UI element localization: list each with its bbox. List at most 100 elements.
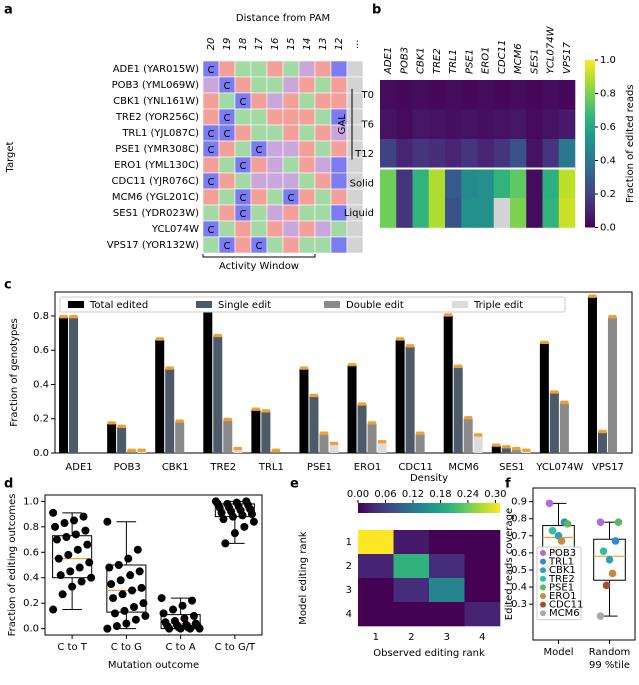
- cell: [202, 236, 220, 254]
- bar: [491, 446, 501, 453]
- cell: [282, 220, 300, 238]
- point: [614, 518, 623, 526]
- colorbar-title: Density: [410, 473, 448, 484]
- x-tick-label: PSE1: [307, 462, 332, 473]
- cell: [266, 236, 284, 254]
- replicate-dot: [127, 448, 131, 453]
- cell: [542, 198, 560, 228]
- point: [110, 609, 119, 618]
- replicate-dot: [540, 340, 544, 345]
- bar: [117, 427, 127, 453]
- y-tick-label: 0.6: [33, 345, 49, 356]
- cell: [510, 198, 527, 228]
- plot-frame: [44, 494, 263, 636]
- point: [62, 533, 71, 541]
- panel-letter: b: [372, 3, 381, 18]
- replicate-dot: [213, 333, 218, 338]
- cell: [493, 139, 511, 169]
- cell: [380, 139, 397, 169]
- point: [545, 499, 554, 508]
- replicate-dot: [352, 362, 357, 367]
- cell: [510, 139, 527, 169]
- cell: [393, 530, 430, 555]
- replicate-dot: [329, 441, 334, 446]
- x-tick-label: 99 %tile: [589, 660, 630, 671]
- cell: [526, 168, 543, 199]
- cell: [250, 60, 268, 78]
- cell: [266, 124, 284, 142]
- cell: [250, 108, 268, 126]
- replicate-dot: [357, 402, 362, 406]
- cell: [234, 124, 252, 142]
- cell: [314, 92, 332, 110]
- row-label: ERO1 (YML130C): [114, 160, 199, 171]
- cell: [234, 108, 252, 126]
- replicate-dot: [324, 431, 329, 435]
- cell: [477, 109, 495, 140]
- y-tick-label: 0.8: [23, 522, 39, 533]
- x-tick-label: C to G/T: [215, 642, 256, 653]
- x-tick-label: CDC11: [398, 462, 432, 473]
- cell: [282, 172, 300, 190]
- column-label: VPS17: [562, 41, 573, 74]
- x-tick-label: 3: [444, 632, 450, 643]
- colorbar-tick-label: 0.4: [600, 156, 616, 167]
- cell: [314, 108, 332, 126]
- cell: [477, 168, 495, 199]
- cell: [266, 140, 284, 158]
- replicate-dot: [420, 431, 425, 435]
- cell: [234, 220, 252, 238]
- row-label: PSE1 (YMR308C): [115, 144, 199, 155]
- cell: [542, 139, 560, 169]
- point: [105, 563, 114, 572]
- point: [221, 539, 230, 548]
- replicate-dot: [458, 364, 463, 369]
- cell: [428, 80, 446, 110]
- replicate-dot: [372, 421, 377, 425]
- replicate-dot: [456, 364, 461, 369]
- column-label: 15: [286, 38, 297, 51]
- point: [124, 554, 133, 563]
- replicate-dot: [446, 313, 451, 317]
- bar: [539, 343, 549, 453]
- x-tick-label: SES1: [499, 462, 524, 473]
- cell: [250, 220, 268, 238]
- replicate-dot: [117, 424, 121, 429]
- legend-marker: [540, 601, 546, 608]
- bar: [367, 423, 377, 453]
- replicate-dot: [415, 431, 420, 435]
- replicate-dot: [309, 393, 314, 398]
- bar: [309, 396, 319, 453]
- replicate-dot: [600, 429, 605, 434]
- bar: [329, 444, 339, 453]
- cell: [461, 168, 478, 199]
- column-label: 16: [270, 38, 281, 51]
- column-label: CBK1: [416, 47, 427, 74]
- cell: [461, 139, 478, 169]
- y-tick-label: 0.2: [23, 598, 39, 609]
- replicate-dot: [347, 362, 352, 367]
- cell: [314, 60, 332, 78]
- cell: [250, 156, 268, 174]
- replicate-dot: [542, 340, 547, 345]
- colorbar-tick-label: 0.0: [600, 223, 616, 234]
- bar: [299, 369, 309, 453]
- cell: [445, 198, 462, 228]
- replicate-dot: [382, 439, 387, 444]
- cell: [202, 204, 220, 222]
- x-tick-label: 4: [479, 632, 485, 643]
- cell: [330, 140, 348, 158]
- cell: [314, 156, 332, 174]
- y-axis-title: Fraction of genotypes: [9, 318, 20, 426]
- replicate-dot: [215, 333, 220, 338]
- point: [230, 529, 239, 538]
- cell: [493, 109, 511, 140]
- cell: [429, 530, 465, 555]
- y-tick-label: 1: [346, 537, 352, 548]
- cell: [428, 109, 446, 140]
- point: [608, 569, 617, 578]
- cell: [396, 198, 413, 228]
- colorbar-tick-label: 0.18: [429, 489, 451, 500]
- cell: [493, 80, 511, 110]
- cell: [314, 188, 332, 206]
